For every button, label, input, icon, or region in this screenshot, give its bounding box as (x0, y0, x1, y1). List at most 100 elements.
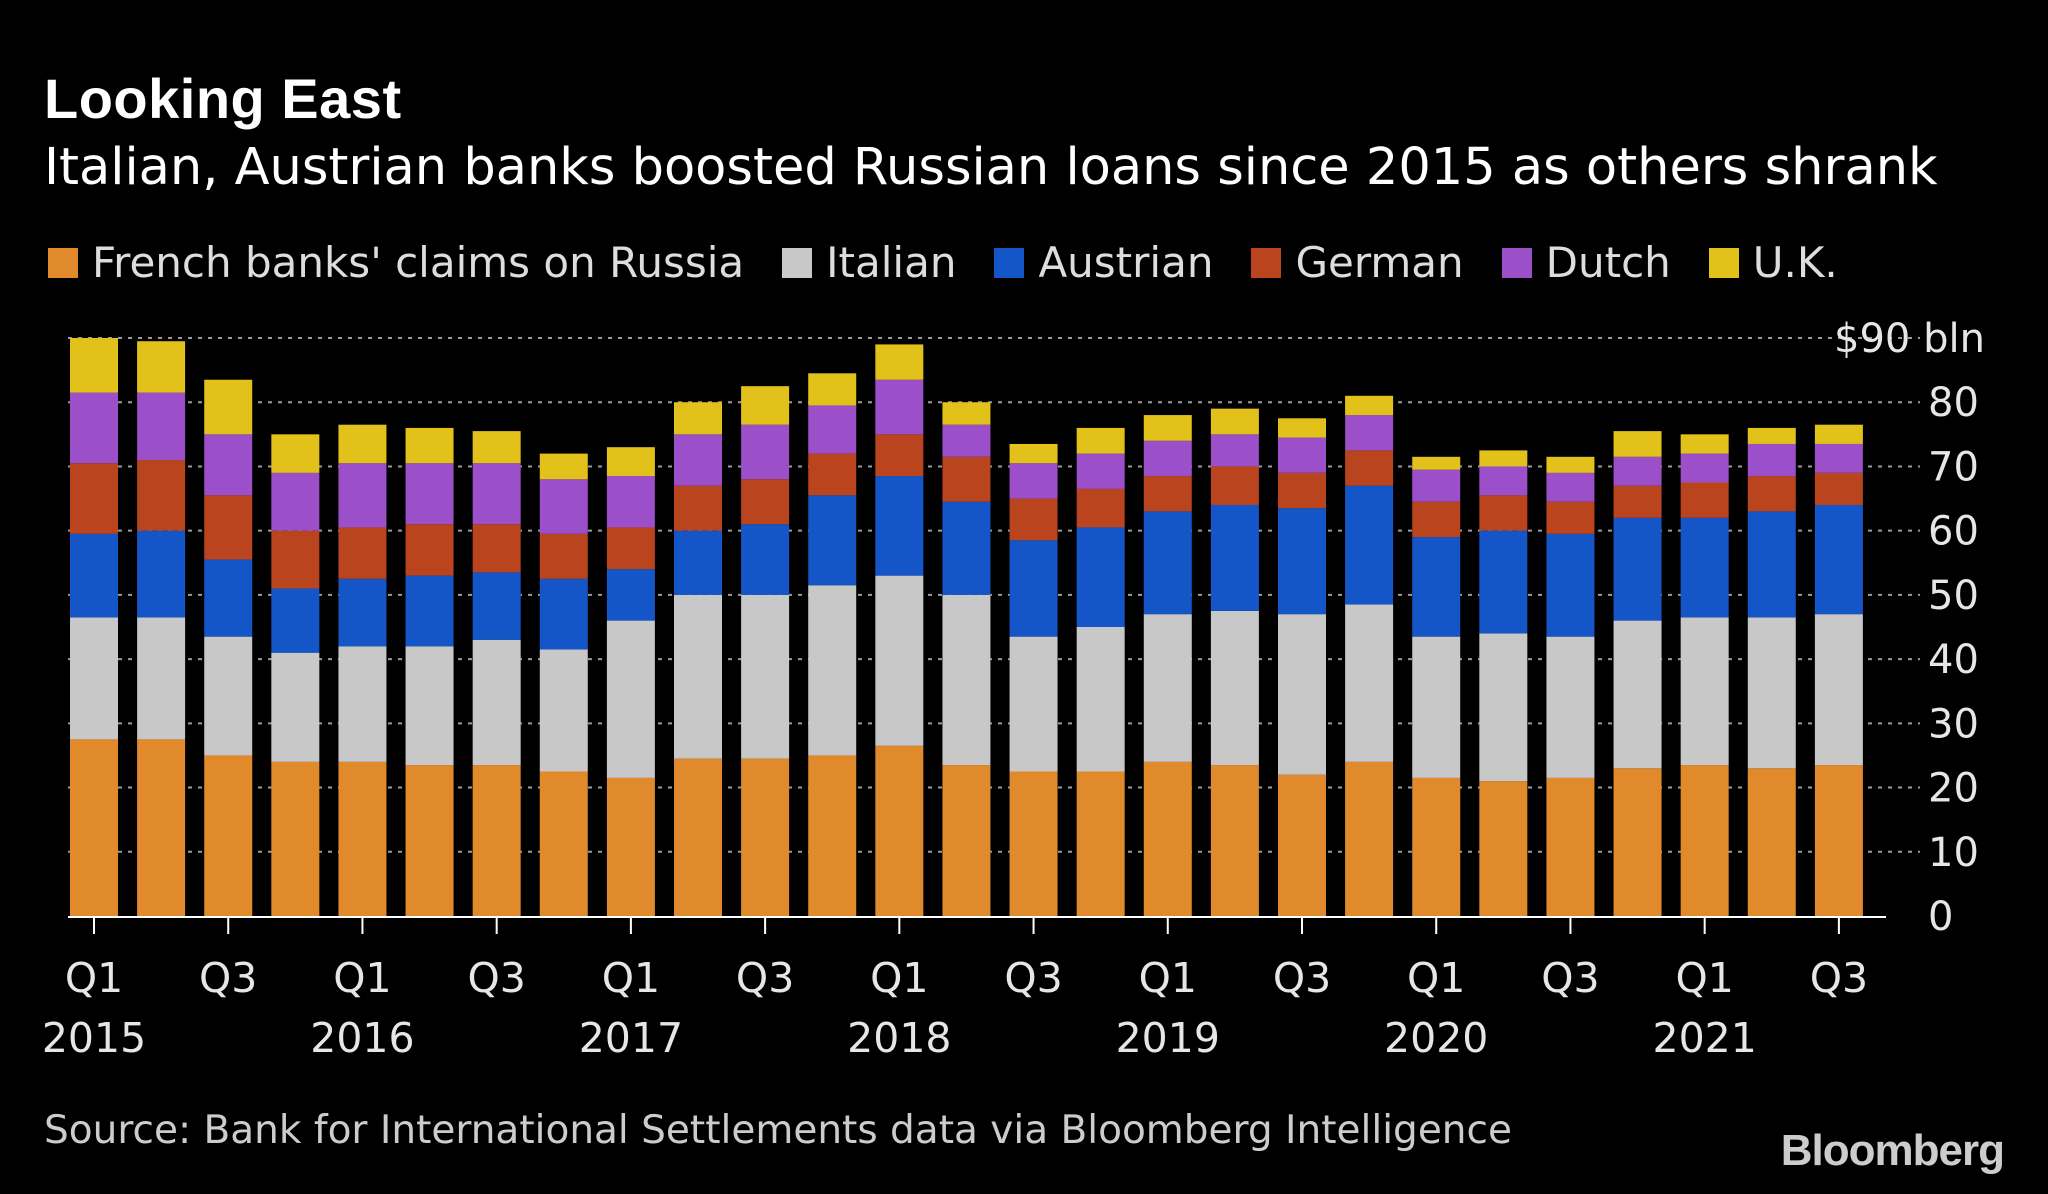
bar-segment (1076, 627, 1125, 772)
bar-segment (741, 524, 790, 595)
bar-segment (1076, 453, 1125, 489)
bar-segment (338, 761, 387, 916)
bar-segment (204, 434, 253, 496)
y-tick-label: 40 (1928, 637, 1979, 683)
bar-segment (1546, 533, 1595, 637)
bar-segment (271, 434, 320, 473)
bar-segment (70, 739, 118, 916)
bar-segment (204, 636, 253, 756)
y-tick-label: 30 (1928, 701, 1979, 747)
bar-segment (1345, 450, 1394, 486)
bar-segment (1210, 408, 1259, 435)
bar-segment (1747, 511, 1796, 618)
bar-segment (674, 485, 722, 531)
bar-segment (70, 617, 118, 740)
bar-segment (1479, 495, 1528, 531)
bar-segment (1143, 761, 1192, 916)
bar-segment (875, 476, 924, 576)
bar-segment (405, 765, 454, 916)
x-tick-label: Q1 (870, 954, 928, 1002)
bar-segment (338, 646, 387, 762)
bar-segment (808, 453, 857, 496)
x-tick-label: Q1 (602, 954, 660, 1002)
x-tick-label: Q1 (1407, 954, 1465, 1002)
bar-segment (606, 569, 655, 621)
bar-segment (875, 344, 924, 380)
bar-segment (472, 431, 521, 464)
bar-segment (942, 456, 991, 502)
bar-segment (539, 479, 588, 534)
bar-segment (1009, 771, 1058, 916)
legend-swatch (782, 247, 813, 278)
bar-segment (1613, 517, 1662, 621)
bar-segment (1546, 501, 1595, 534)
x-tick-label: Q3 (199, 954, 257, 1002)
bar-segment (204, 755, 253, 916)
x-year-label: 2019 (1116, 1014, 1220, 1062)
legend-label: French banks' claims on Russia (92, 238, 745, 287)
y-tick-label: 20 (1928, 766, 1979, 812)
bar-segment (1412, 537, 1461, 637)
bar-segment (1076, 527, 1125, 627)
bar-segment (741, 424, 790, 480)
bar-segment (1613, 431, 1662, 457)
bar-segment (1814, 424, 1863, 444)
x-year-label: 2018 (847, 1014, 951, 1062)
x-year-label: 2017 (579, 1014, 683, 1062)
bar-segment (271, 472, 320, 531)
bar-segment (942, 424, 991, 457)
bar-segment (674, 758, 722, 916)
bar-segment (204, 559, 253, 637)
x-year-label: 2020 (1384, 1014, 1488, 1062)
bar-segment (1278, 437, 1326, 473)
bar-segment (741, 386, 790, 425)
bar-segment (539, 533, 588, 579)
chart-subtitle: Italian, Austrian banks boosted Russian … (44, 138, 1938, 197)
bar-segment (674, 530, 722, 595)
bar-segment (808, 585, 857, 756)
bar-segment (1546, 472, 1595, 502)
bar-segment (472, 463, 521, 525)
bar-segment (1143, 511, 1192, 615)
bar-segment (137, 617, 186, 740)
bar-segment (875, 745, 924, 916)
legend-item: Austrian (994, 238, 1213, 287)
bar-segment (1747, 427, 1796, 444)
bar-segment (1680, 617, 1729, 766)
bar-segment (1278, 508, 1326, 615)
y-tick-label: 0 (1928, 894, 1953, 940)
bar-segment (741, 758, 790, 916)
y-tick-label: 70 (1928, 444, 1979, 490)
legend-swatch (1501, 247, 1532, 278)
legend-label: Austrian (1038, 238, 1214, 287)
bar-segment (1747, 476, 1796, 512)
legend-label: Italian (826, 238, 957, 287)
bar-segment (1479, 633, 1528, 782)
bar-segment (1345, 604, 1394, 762)
bar-segment (1412, 501, 1461, 538)
bar-segment (1210, 504, 1259, 611)
y-tick-label: 50 (1928, 573, 1979, 619)
x-tick-label: Q3 (736, 954, 794, 1002)
bar-segment (1680, 453, 1729, 483)
bar-segment (1613, 456, 1662, 486)
bar-segment (606, 447, 655, 477)
bar-segment (1479, 530, 1528, 634)
bar-segment (1345, 761, 1394, 916)
bar-segment (1143, 614, 1192, 762)
bar-segment (1210, 434, 1259, 467)
bar-segment (1009, 540, 1058, 637)
bar-segment (942, 402, 991, 425)
bar-segment (942, 501, 991, 595)
bar-segment (1613, 768, 1662, 916)
bar-segment (1546, 636, 1595, 778)
bar-segment (405, 646, 454, 766)
chart-title: Looking East (44, 67, 402, 130)
bar-segment (271, 761, 320, 916)
bar-segment (1210, 610, 1259, 766)
bar-segment (1412, 469, 1461, 502)
bar-segment (1546, 777, 1595, 916)
bar-segment (1479, 466, 1528, 496)
bar-segment (338, 463, 387, 528)
bar-segment (70, 392, 118, 464)
